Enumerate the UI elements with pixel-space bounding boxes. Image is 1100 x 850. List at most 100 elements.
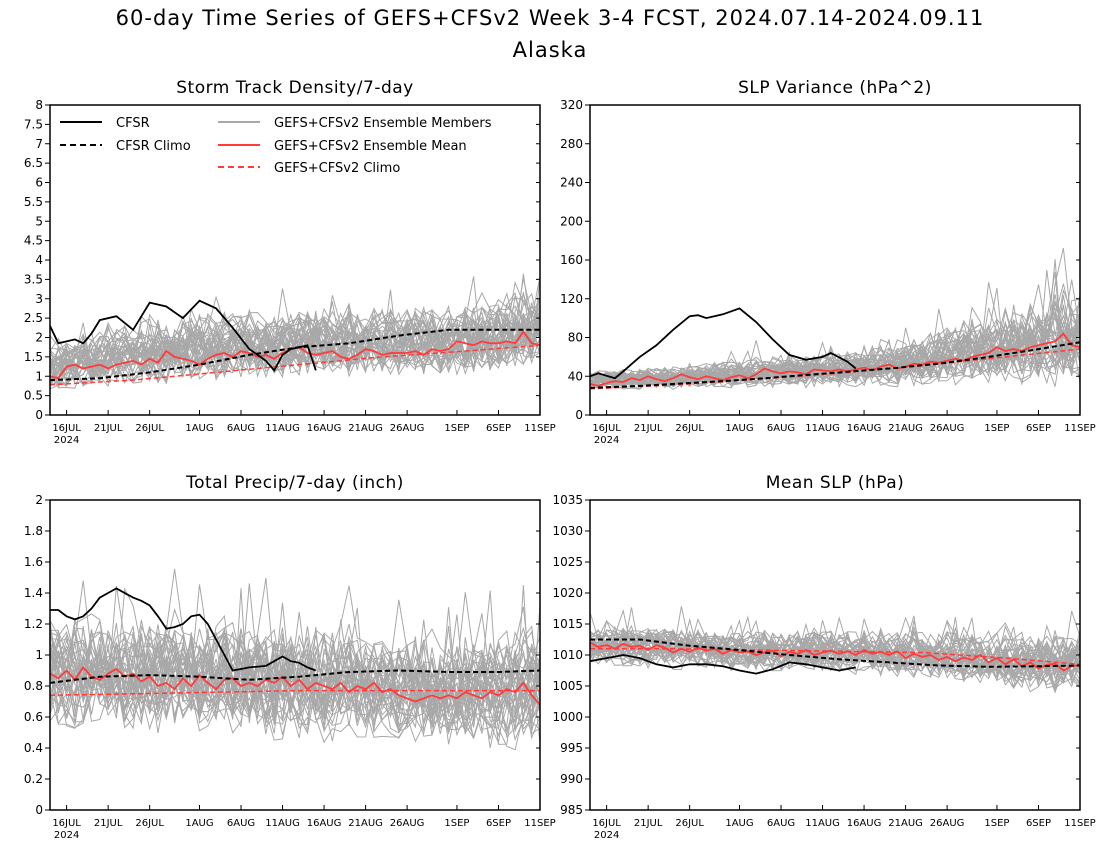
y-tick-label: 3.5 [24, 272, 43, 286]
legend-label: GEFS+CFSv2 Ensemble Mean [274, 139, 467, 154]
y-tick-label: 0.5 [24, 389, 43, 403]
y-tick-label: 2 [35, 331, 43, 345]
ensemble-member-line [50, 643, 540, 739]
y-tick-label: 2.5 [24, 311, 43, 325]
y-tick-label: 7 [35, 137, 43, 151]
legend-label: GEFS+CFSv2 Ensemble Members [274, 116, 492, 131]
series-line-cfsr [590, 654, 856, 675]
ensemble-member-line [50, 636, 540, 751]
y-tick-label: 7.5 [24, 117, 43, 131]
legend-label: CFSR Climo [116, 139, 191, 154]
x-year-label: 2024 [54, 435, 79, 446]
y-tick-label: 0 [35, 803, 43, 817]
y-tick-label: 1 [35, 648, 43, 662]
ensemble-member-line [590, 317, 1080, 387]
x-tick-label: 21JUL [634, 818, 663, 829]
x-tick-label: 11AUG [265, 423, 300, 434]
y-tick-label: 40 [568, 369, 583, 383]
ensemble-member-line [590, 630, 1080, 694]
series-line-cfsr-climo [590, 638, 1080, 668]
plot-area [590, 606, 1080, 694]
x-tick-label: 11SEP [1064, 818, 1095, 829]
y-tick-label: 1015 [552, 617, 583, 631]
y-tick-label: 280 [560, 137, 583, 151]
y-tick-label: 0 [35, 408, 43, 422]
figure-title: 60-day Time Series of GEFS+CFSv2 Week 3-… [115, 6, 985, 30]
ensemble-member-line [50, 577, 540, 716]
series-line-gefs-cfsv2-ensemble-mean [590, 641, 1080, 672]
y-tick-label: 1035 [552, 493, 583, 507]
series-line-gefs-cfsv2-ensemble-mean [50, 665, 540, 706]
y-tick-label: 4 [35, 253, 43, 267]
x-tick-label: 6AUG [227, 818, 255, 829]
ensemble-member-line [590, 309, 1080, 390]
x-tick-label: 6AUG [767, 423, 795, 434]
y-tick-label: 990 [560, 772, 583, 786]
x-tick-label: 21AUG [888, 423, 923, 434]
ensemble-member-line [590, 616, 1080, 674]
plot-area [590, 247, 1080, 390]
x-tick-label: 21AUG [348, 818, 383, 829]
chart-panel-1: 0 0.5 1 1.5 2 2.5 3 3.5 4 4.5 5 5.5 6 6.5 7 7.5 8 16JUL 21… [24, 78, 556, 446]
chart-panel-2: 0 40 80 120 160 200 240 280 320 16JUL 21JUL 26JUL 1A… [560, 78, 1096, 446]
ensemble-members [50, 568, 540, 751]
x-tick-label: 16JUL [592, 423, 621, 434]
y-tick-label: 8 [35, 98, 43, 112]
y-tick-label: 240 [560, 176, 583, 190]
ensemble-member-line [50, 305, 540, 385]
panel-title: Total Precip/7-day (inch) [185, 473, 404, 493]
y-tick-label: 0.2 [24, 772, 43, 786]
y-tick-label: 5 [35, 214, 43, 228]
ensemble-member-line [50, 311, 540, 387]
series-line-cfsr [590, 307, 857, 380]
series-line-gefs-cfsv2-climo [50, 689, 540, 697]
y-tick-label: 1 [35, 369, 43, 383]
x-tick-label: 11AUG [265, 818, 300, 829]
x-tick-label: 26AUG [390, 818, 425, 829]
x-tick-label: 16AUG [307, 818, 342, 829]
x-tick-label: 16AUG [847, 818, 882, 829]
y-tick-label: 1.6 [24, 555, 43, 569]
series-line-cfsr [50, 299, 317, 372]
x-tick-label: 1AUG [185, 423, 213, 434]
y-tick-label: 1025 [552, 555, 583, 569]
series-line-cfsr-climo [50, 669, 540, 684]
ensemble-member-line [50, 605, 540, 742]
y-tick-label: 1030 [552, 524, 583, 538]
y-tick-label: 985 [560, 803, 583, 817]
y-tick-label: 6.5 [24, 156, 43, 170]
y-tick-label: 3 [35, 292, 43, 306]
ensemble-member-line [590, 632, 1080, 681]
x-tick-label: 6AUG [767, 818, 795, 829]
y-tick-label: 6 [35, 176, 43, 190]
chart-legend: CFSR CFSR Climo GEFS+CFSv2 Ensemble Member… [60, 116, 492, 176]
x-tick-label: 11SEP [524, 818, 555, 829]
x-tick-label: 26JUL [135, 423, 164, 434]
ensemble-member-line [50, 580, 540, 709]
x-tick-label: 1SEP [444, 423, 469, 434]
y-tick-label: 0 [575, 408, 583, 422]
ensemble-member-line [50, 588, 540, 740]
x-tick-label: 21JUL [94, 818, 123, 829]
ensemble-member-line [590, 625, 1080, 674]
ensemble-member-line [590, 304, 1080, 383]
y-tick-label: 1.4 [24, 586, 43, 600]
y-tick-label: 1.8 [24, 524, 43, 538]
plot-area [50, 273, 540, 390]
y-tick-label: 5.5 [24, 195, 43, 209]
y-tick-label: 120 [560, 292, 583, 306]
series-line-gefs-cfsv2-climo [50, 344, 540, 386]
x-tick-label: 6SEP [1026, 818, 1051, 829]
chart-panel-3: 0 0.2 0.4 0.6 0.8 1 1.2 1.4 1.6 1.8 2 16JUL 21JUL 26J… [24, 473, 556, 841]
y-tick-label: 1.5 [24, 350, 43, 364]
y-tick-label: 80 [568, 331, 583, 345]
x-tick-label: 26AUG [390, 423, 425, 434]
ensemble-member-line [50, 614, 540, 712]
x-tick-label: 21JUL [634, 423, 663, 434]
y-tick-label: 1000 [552, 710, 583, 724]
x-tick-label: 11AUG [805, 818, 840, 829]
series-line-gefs-cfsv2-climo [590, 648, 1080, 666]
x-tick-label: 6SEP [1026, 423, 1051, 434]
x-tick-label: 26AUG [930, 818, 965, 829]
